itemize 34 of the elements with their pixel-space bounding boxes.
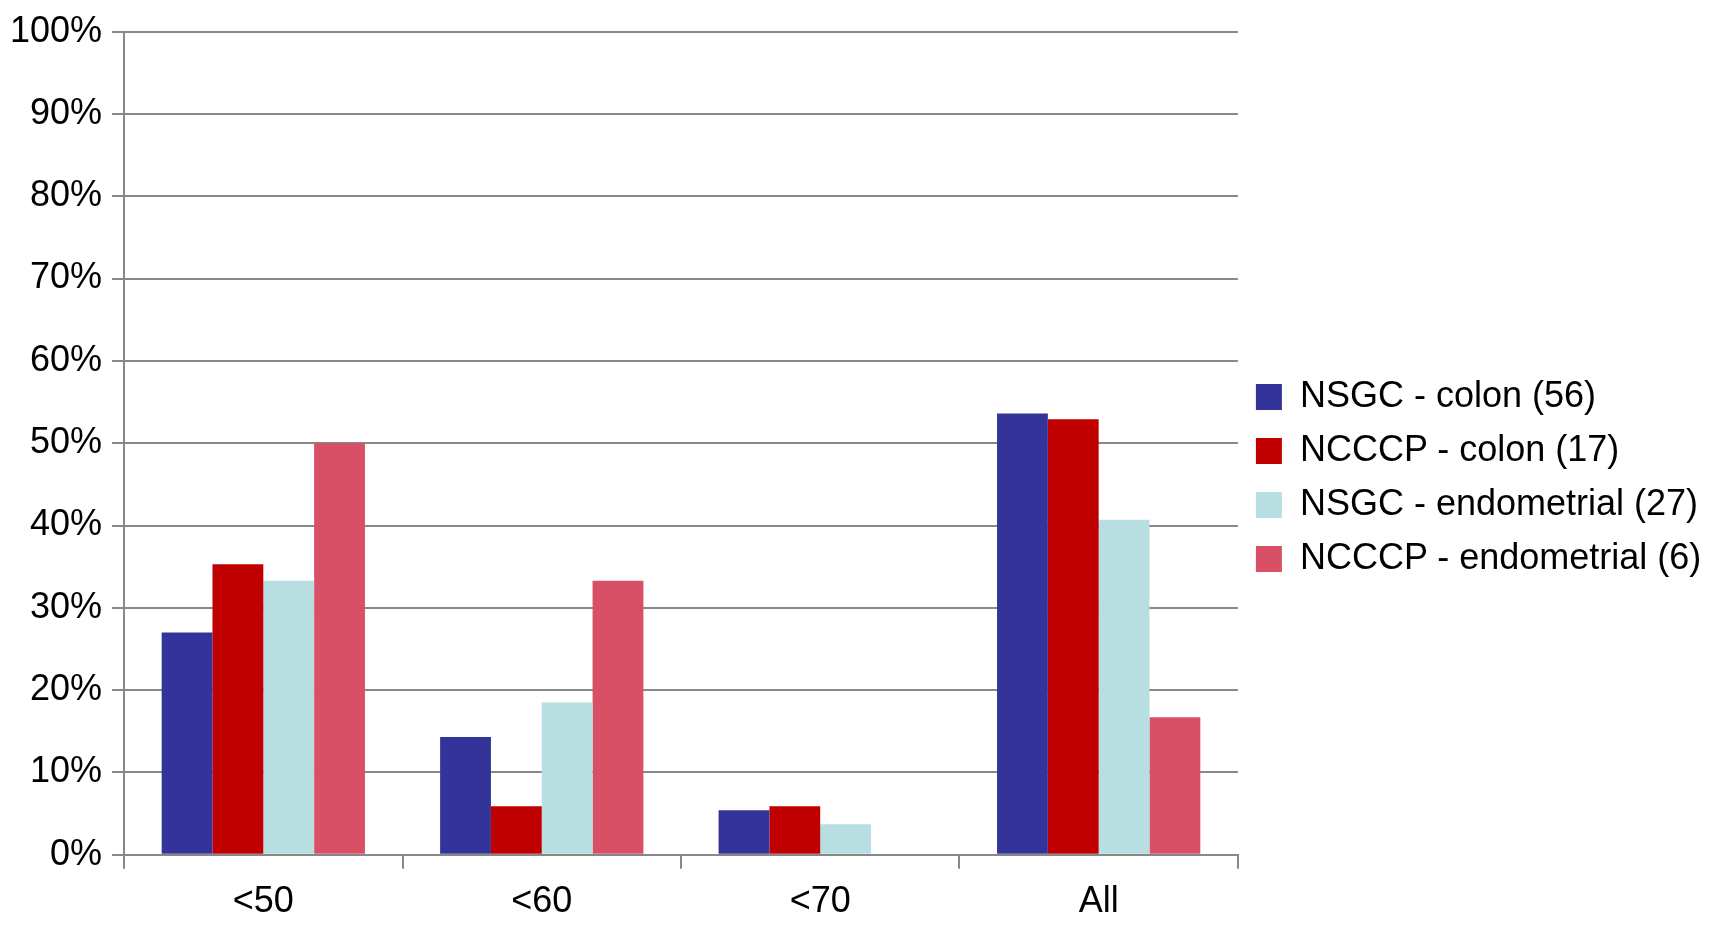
x-tick-label: All — [1078, 879, 1119, 921]
bar — [161, 632, 213, 854]
y-tick-label: 0% — [50, 831, 103, 873]
bar — [820, 824, 872, 854]
bar — [1149, 717, 1201, 854]
bar — [592, 580, 644, 854]
x-tick-label: <50 — [232, 879, 294, 921]
bar — [440, 737, 491, 854]
legend-label: NSGC - endometrial (27) — [1299, 481, 1699, 523]
legend-label: NCCCP - endometrial (6) — [1299, 535, 1702, 577]
bar — [490, 806, 542, 854]
y-tick-label: 100% — [10, 8, 103, 50]
bar — [1098, 519, 1150, 854]
y-tick-label: 80% — [30, 173, 103, 215]
y-tick-label: 20% — [30, 667, 103, 709]
legend-label: NSGC - colon (56) — [1299, 373, 1596, 415]
x-tick-label: <70 — [789, 879, 851, 921]
x-tick-label: <60 — [511, 879, 573, 921]
y-tick-label: 70% — [30, 255, 103, 297]
bar — [263, 580, 315, 854]
bar — [541, 702, 593, 854]
y-tick-label: 50% — [30, 420, 103, 462]
bar — [718, 810, 770, 854]
bar — [212, 564, 264, 854]
y-tick-label: 90% — [30, 90, 103, 132]
legend-label: NCCCP - colon (17) — [1299, 427, 1620, 469]
bar — [769, 806, 821, 854]
y-tick-label: 30% — [30, 584, 103, 626]
y-tick-label: 40% — [30, 502, 103, 544]
bar — [314, 443, 365, 854]
y-tick-label: 10% — [30, 749, 103, 791]
bar — [997, 413, 1048, 854]
bar — [1047, 419, 1099, 854]
y-tick-label: 60% — [30, 337, 103, 379]
